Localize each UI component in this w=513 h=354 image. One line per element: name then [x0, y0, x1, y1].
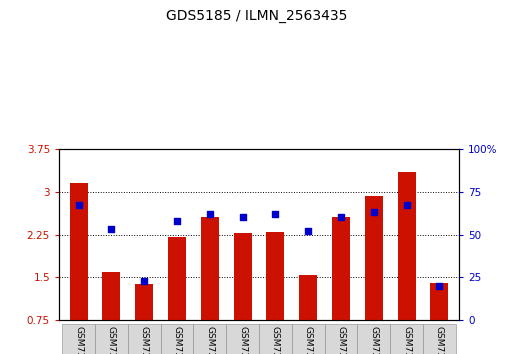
Bar: [62, 324, 95, 354]
Point: [436, 283, 444, 289]
Bar: [193, 324, 226, 354]
Text: GSM737544: GSM737544: [205, 326, 214, 354]
Bar: [299, 275, 317, 320]
Bar: [390, 324, 423, 354]
Bar: [233, 233, 252, 320]
Bar: [135, 284, 153, 320]
Point: [74, 202, 83, 208]
Bar: [70, 183, 88, 320]
Bar: [365, 196, 383, 320]
Point: [239, 215, 247, 220]
Bar: [128, 324, 161, 354]
Bar: [430, 283, 448, 320]
Point: [173, 218, 181, 224]
Text: GSM737543: GSM737543: [172, 326, 182, 354]
Text: GSM737540: GSM737540: [74, 326, 83, 354]
Point: [337, 215, 345, 220]
Text: GSM737547: GSM737547: [304, 326, 313, 354]
Bar: [398, 172, 416, 320]
Text: GSM737537: GSM737537: [369, 326, 379, 354]
Text: GSM737546: GSM737546: [271, 326, 280, 354]
Bar: [259, 324, 292, 354]
Text: GSM737536: GSM737536: [337, 326, 346, 354]
Bar: [161, 324, 193, 354]
Text: GSM737541: GSM737541: [107, 326, 116, 354]
Point: [304, 228, 312, 234]
Text: GSM737542: GSM737542: [140, 326, 149, 354]
Bar: [266, 232, 285, 320]
Bar: [423, 324, 456, 354]
Text: GSM737545: GSM737545: [238, 326, 247, 354]
Point: [370, 209, 378, 215]
Bar: [103, 272, 121, 320]
Bar: [292, 324, 325, 354]
Bar: [95, 324, 128, 354]
Point: [403, 202, 411, 208]
Point: [140, 278, 148, 284]
Point: [206, 211, 214, 217]
Bar: [358, 324, 390, 354]
Bar: [332, 217, 350, 320]
Point: [107, 227, 115, 232]
Text: GDS5185 / ILMN_2563435: GDS5185 / ILMN_2563435: [166, 9, 347, 23]
Bar: [201, 217, 219, 320]
Bar: [168, 238, 186, 320]
Bar: [325, 324, 358, 354]
Bar: [226, 324, 259, 354]
Text: GSM737538: GSM737538: [402, 326, 411, 354]
Text: GSM737539: GSM737539: [435, 326, 444, 354]
Point: [271, 211, 280, 217]
